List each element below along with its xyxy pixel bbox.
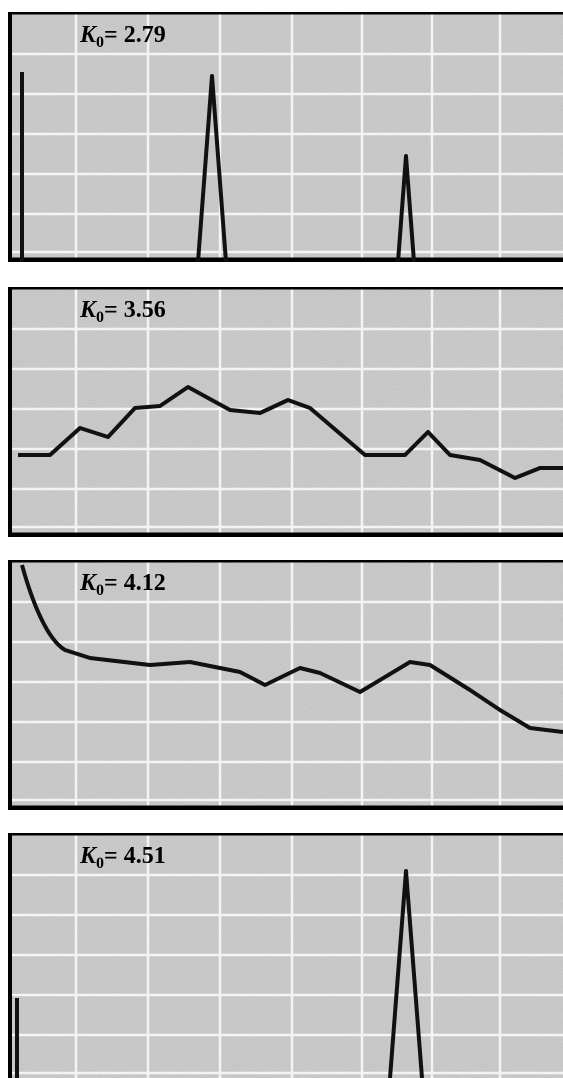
trace-panel: K0= 3.56	[8, 287, 563, 537]
panel: K0= 4.51	[8, 833, 563, 1078]
panel: K0= 4.12	[8, 560, 563, 810]
trace-panel: K0= 4.51	[8, 833, 563, 1078]
panel-label: K0= 4.51	[79, 843, 166, 872]
panel-label: K0= 3.56	[79, 297, 166, 326]
panel: K0= 2.79	[8, 12, 563, 262]
trace-panel: K0= 4.12	[8, 560, 563, 810]
panel-label: K0= 2.79	[79, 22, 166, 51]
trace-panel: K0= 2.79	[8, 12, 563, 262]
panel: K0= 3.56	[8, 287, 563, 537]
page: {"panels": [ {"symbol": "K", "subscript"…	[0, 0, 563, 1078]
panel-label: K0= 4.12	[79, 570, 166, 599]
